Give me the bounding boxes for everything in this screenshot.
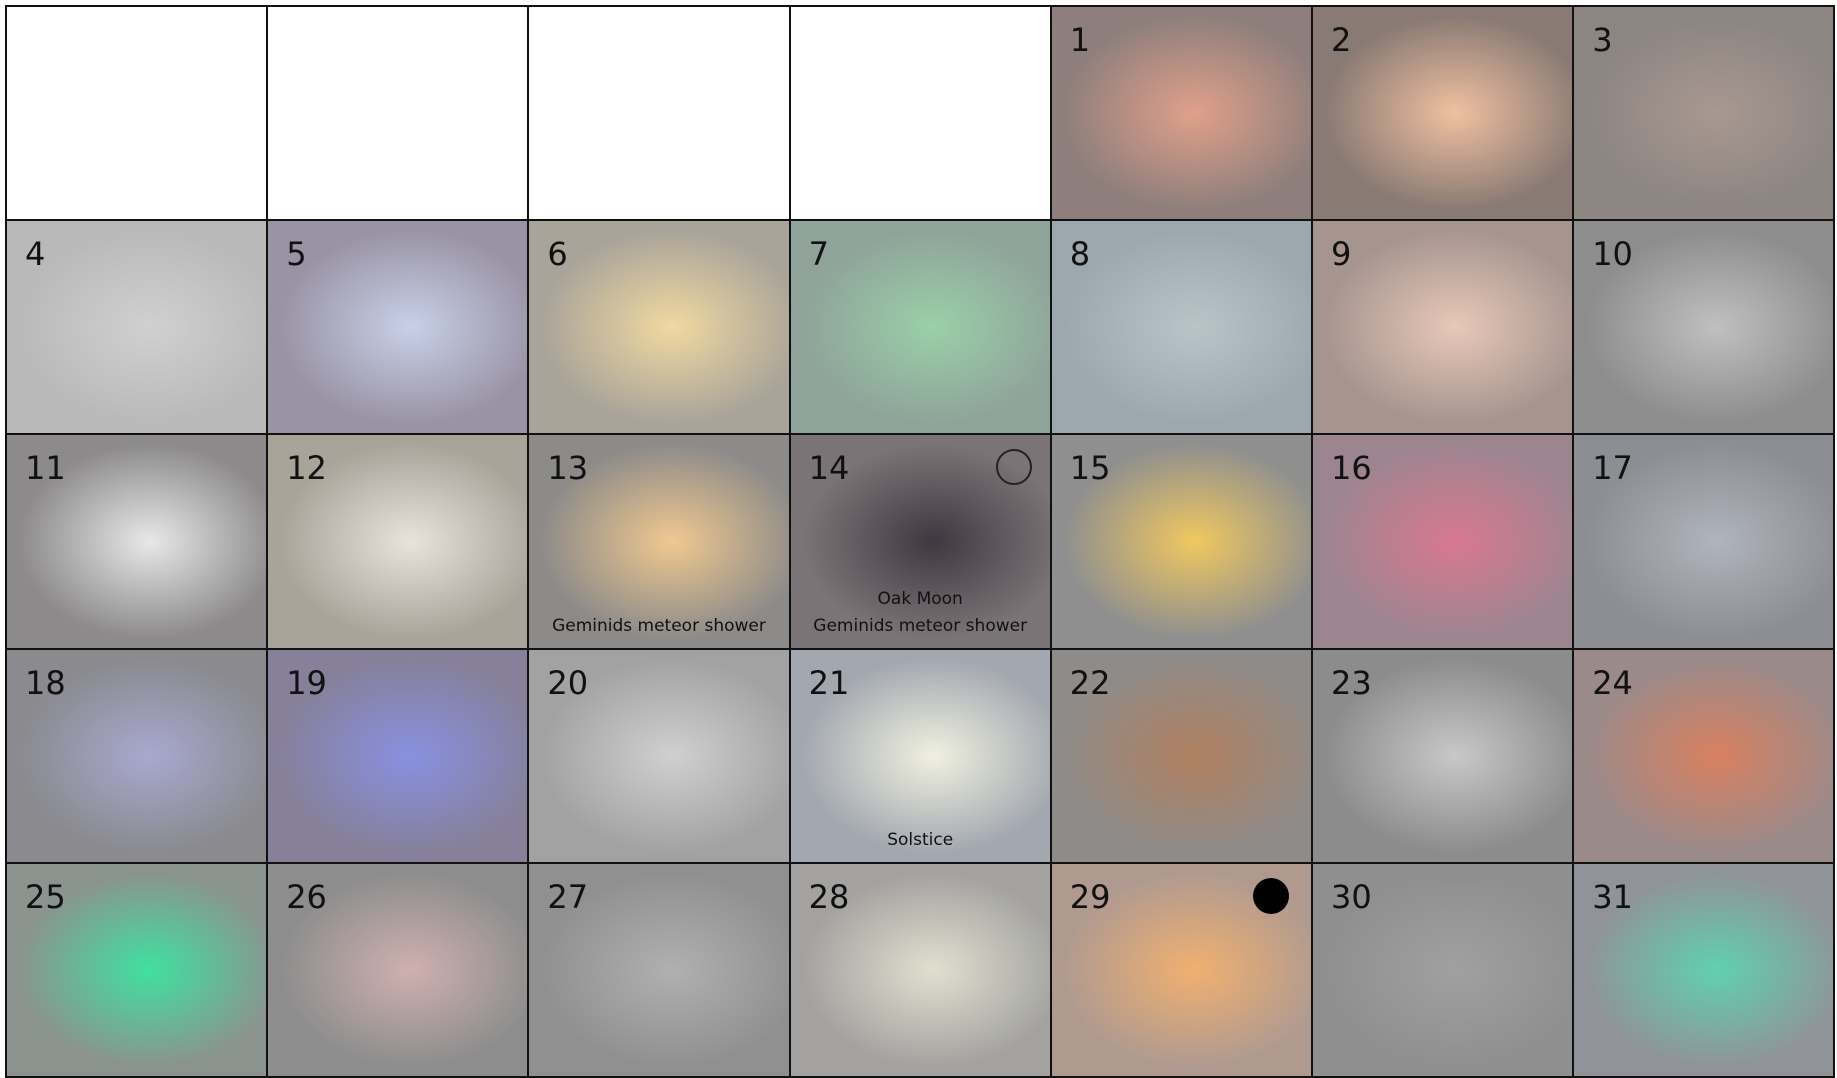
day-number: 18	[25, 663, 66, 702]
blank-cell	[266, 5, 530, 222]
caption: Solstice	[887, 829, 954, 850]
day-number: 12	[286, 449, 327, 488]
day-number: 4	[25, 235, 46, 274]
day-cell: 2	[1311, 5, 1575, 222]
day-number: 24	[1592, 663, 1633, 702]
day-captions: Geminids meteor shower	[529, 613, 788, 640]
day-cell: 22	[1049, 647, 1313, 864]
day-number: 17	[1592, 449, 1633, 488]
day-number: 3	[1592, 21, 1613, 59]
blank-cell	[788, 5, 1052, 222]
day-cell: 13 Geminids meteor shower	[527, 433, 791, 650]
day-number: 10	[1592, 235, 1633, 274]
day-cell: 26	[266, 861, 530, 1078]
day-cell: 19	[266, 647, 530, 864]
day-number: 14	[808, 449, 850, 488]
day-number: 2	[1331, 21, 1352, 59]
day-cell: 28	[788, 861, 1052, 1078]
day-cell: 30	[1311, 861, 1575, 1078]
blank-cell	[5, 5, 269, 222]
day-number: 19	[286, 663, 327, 702]
day-cell: 3	[1572, 5, 1836, 222]
day-cell: 11	[5, 433, 269, 650]
day-cell: 10	[1572, 219, 1836, 436]
day-number: 25	[25, 877, 66, 916]
day-cell: 8	[1049, 219, 1313, 436]
day-number: 15	[1069, 449, 1111, 488]
day-number: 22	[1069, 663, 1111, 702]
day-cell: 21 Solstice	[788, 647, 1052, 864]
day-cell: 17	[1572, 433, 1836, 650]
day-cell: 7	[788, 219, 1052, 436]
day-captions: Oak Moon Geminids meteor shower	[791, 586, 1050, 640]
day-cell: 23	[1311, 647, 1575, 864]
day-number: 9	[1331, 235, 1352, 274]
day-cell: 1	[1049, 5, 1313, 222]
day-number: 26	[286, 877, 327, 916]
caption: Geminids meteor shower	[813, 615, 1028, 636]
day-cell: 29	[1049, 861, 1313, 1078]
day-cell: 24	[1572, 647, 1836, 864]
day-captions: Solstice	[791, 827, 1050, 854]
day-number: 29	[1069, 877, 1111, 916]
day-cell: 31	[1572, 861, 1836, 1078]
day-cell: 15	[1049, 433, 1313, 650]
day-cell: 9	[1311, 219, 1575, 436]
day-cell: 18	[5, 647, 269, 864]
day-number: 21	[808, 663, 850, 702]
day-cell: 20	[527, 647, 791, 864]
day-cell: 27	[527, 861, 791, 1078]
day-number: 5	[286, 235, 307, 274]
day-number: 28	[808, 877, 850, 916]
caption: Geminids meteor shower	[552, 615, 766, 636]
moon-icon	[1252, 877, 1289, 914]
day-number: 13	[547, 449, 589, 488]
caption: Oak Moon	[877, 588, 963, 609]
day-cell: 12	[266, 433, 530, 650]
day-cell: 25	[5, 861, 269, 1078]
day-number: 20	[547, 663, 589, 702]
day-number: 8	[1069, 235, 1091, 274]
moon-icon	[995, 449, 1032, 486]
blank-cell	[527, 5, 791, 222]
day-number: 6	[547, 235, 568, 274]
day-number: 31	[1592, 877, 1633, 916]
day-cell: 14 Oak Moon Geminids meteor shower	[788, 433, 1052, 650]
day-cell: 5	[266, 219, 530, 436]
day-cell: 16	[1311, 433, 1575, 650]
day-number: 30	[1331, 877, 1372, 916]
day-cell: 6	[527, 219, 791, 436]
day-number: 11	[25, 449, 66, 488]
day-number: 27	[547, 877, 589, 916]
day-number: 23	[1331, 663, 1372, 702]
day-number: 7	[808, 235, 829, 274]
day-number: 1	[1069, 21, 1091, 59]
day-number: 16	[1331, 449, 1372, 488]
day-cell: 4	[5, 219, 269, 436]
